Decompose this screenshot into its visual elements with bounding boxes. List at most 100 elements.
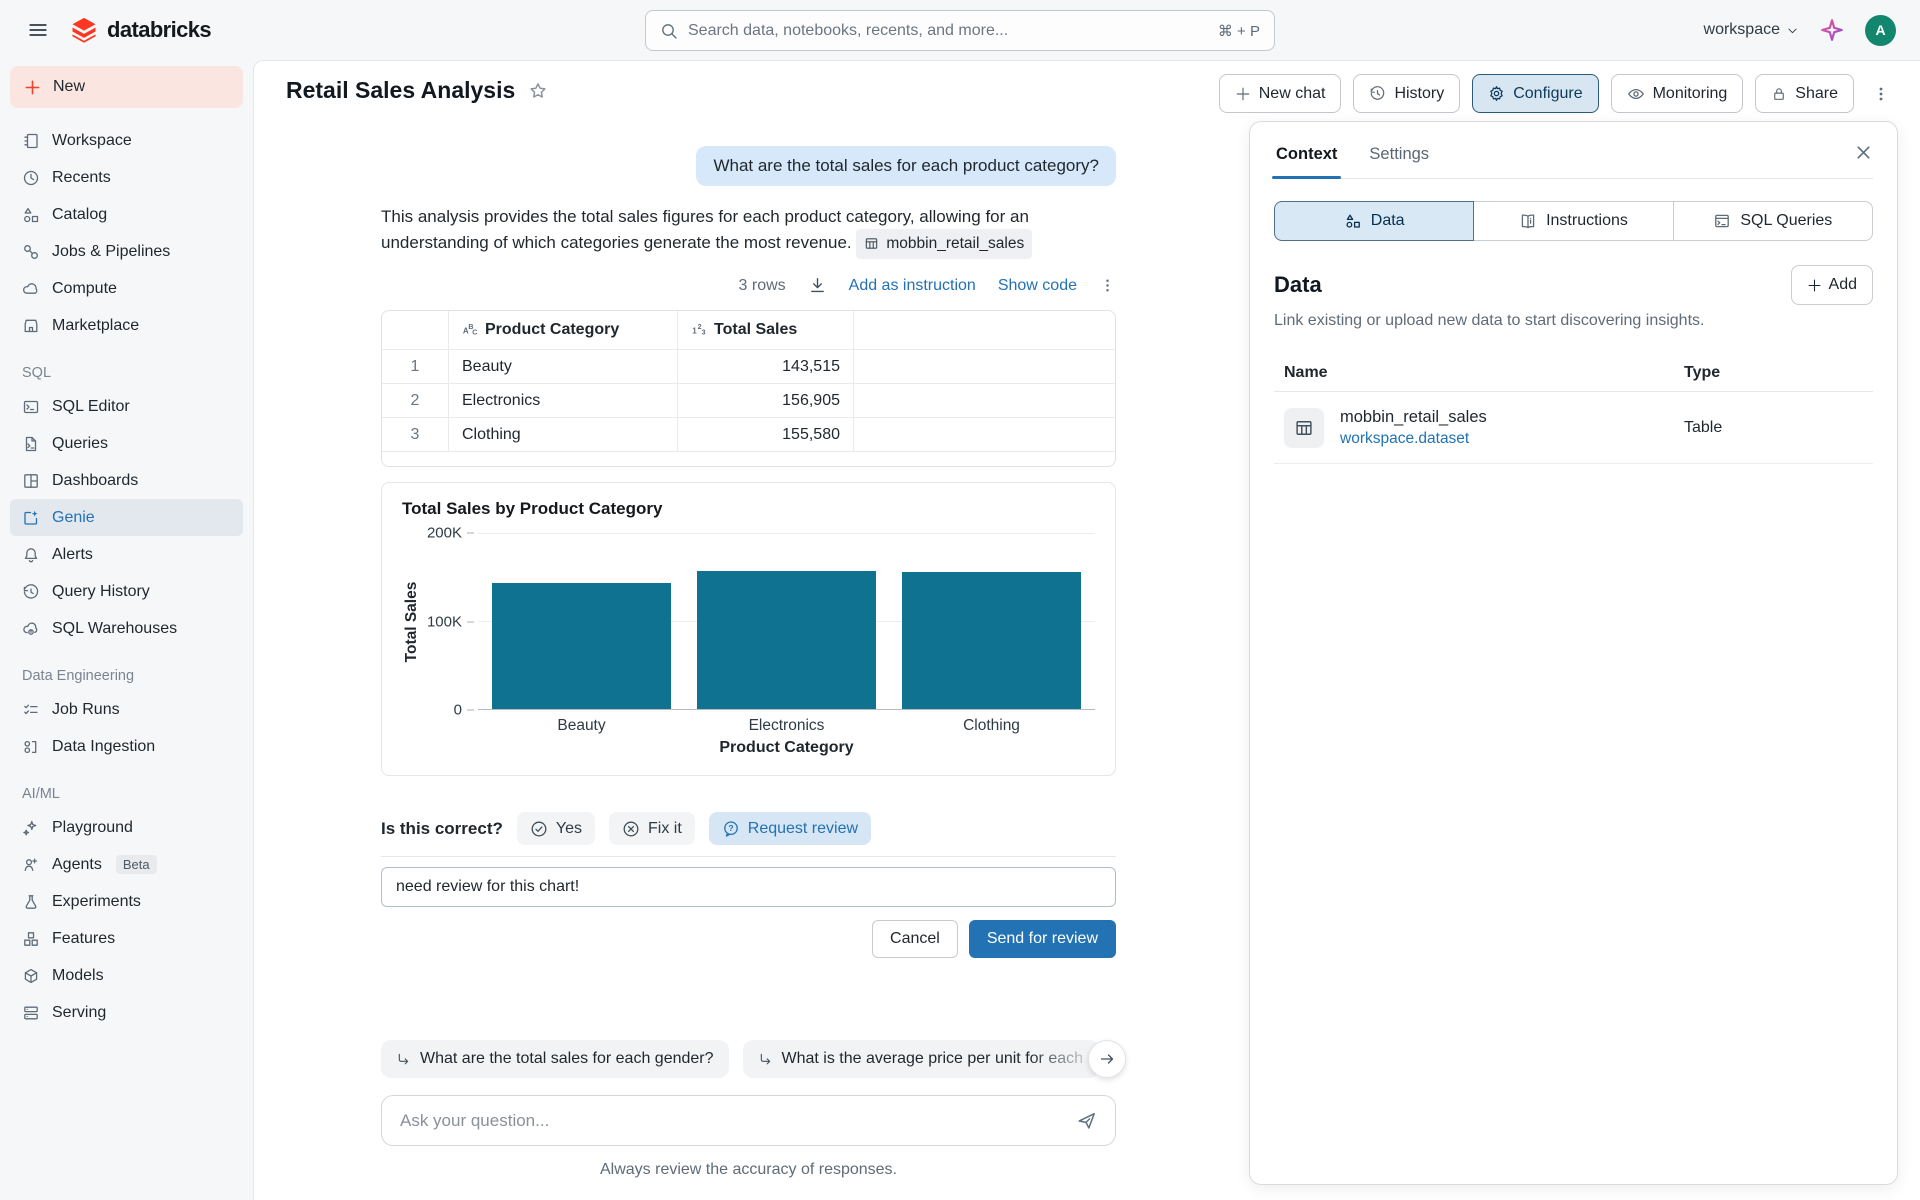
- table-row[interactable]: 3 Clothing 155,580: [382, 418, 1115, 452]
- x-circle-icon: [623, 821, 639, 836]
- suggestion-chip[interactable]: What are the total sales for each gender…: [381, 1040, 729, 1078]
- sidebar-item-queries[interactable]: Queries: [10, 425, 243, 462]
- configure-panel: Context Settings Data Instructions SQL Q: [1249, 121, 1898, 1185]
- monitoring-button[interactable]: Monitoring: [1610, 74, 1744, 113]
- table-icon: [1284, 407, 1324, 448]
- send-for-review-button[interactable]: Send for review: [968, 920, 1116, 958]
- svg-text:C: C: [472, 328, 477, 336]
- databricks-logo-icon: [72, 17, 96, 43]
- context-segmented-control: Data Instructions SQL Queries: [1274, 201, 1873, 241]
- tab-settings[interactable]: Settings: [1369, 145, 1430, 163]
- ask-question-input[interactable]: [400, 1110, 1064, 1131]
- data-table-header: Name Type: [1274, 354, 1873, 392]
- sidebar-item-jobs-pipelines[interactable]: Jobs & Pipelines: [10, 233, 243, 270]
- history-button[interactable]: History: [1353, 74, 1461, 113]
- data-section-title: Data: [1274, 272, 1322, 297]
- sidebar-item-models[interactable]: Models: [10, 957, 243, 994]
- request-review-button[interactable]: ? Request review: [708, 812, 872, 845]
- sidebar-item-sql-warehouses[interactable]: SQL Warehouses: [10, 610, 243, 647]
- sidebar-item-workspace[interactable]: Workspace: [10, 122, 243, 159]
- sidebar-item-data-ingestion[interactable]: Data Ingestion: [10, 728, 243, 765]
- svg-text:1: 1: [692, 327, 697, 336]
- sidebar-item-alerts[interactable]: Alerts: [10, 536, 243, 573]
- search-input[interactable]: [688, 21, 1208, 40]
- table-row[interactable]: 2 Electronics 156,905: [382, 384, 1115, 418]
- question-composer[interactable]: [381, 1095, 1116, 1146]
- result-kebab-icon[interactable]: [1099, 277, 1116, 294]
- bar-electronics[interactable]: [697, 570, 876, 709]
- chevron-down-icon: [1788, 28, 1797, 33]
- sidebar-item-catalog[interactable]: Catalog: [10, 196, 243, 233]
- search-shortcut: ⌘ + P: [1217, 22, 1260, 40]
- result-toolbar: 3 rows Add as instruction Show code: [381, 276, 1116, 295]
- arrow-right-icon: [1100, 1054, 1114, 1064]
- next-suggestions-button[interactable]: [1088, 1040, 1126, 1078]
- send-icon[interactable]: [1076, 1110, 1097, 1131]
- panel-tabs: Context Settings: [1271, 122, 1873, 179]
- dashboards-icon: [24, 473, 38, 488]
- serving-icon: [24, 1006, 38, 1019]
- feedback-prompt: Is this correct?: [381, 818, 503, 838]
- dataset-path-link[interactable]: workspace.dataset: [1340, 429, 1470, 447]
- sidebar-item-recents[interactable]: Recents: [10, 159, 243, 196]
- beta-badge: Beta: [115, 855, 157, 874]
- add-data-button[interactable]: Add: [1790, 265, 1873, 305]
- segment-data[interactable]: Data: [1274, 201, 1475, 241]
- configure-button[interactable]: Configure: [1472, 74, 1599, 113]
- user-avatar[interactable]: A: [1865, 14, 1896, 46]
- plus-icon: [1808, 279, 1820, 291]
- review-comment-input[interactable]: [381, 867, 1116, 907]
- new-chat-button[interactable]: New chat: [1218, 74, 1342, 113]
- sidebar-item-genie[interactable]: Genie: [10, 499, 243, 536]
- sidebar-item-dashboards[interactable]: Dashboards: [10, 462, 243, 499]
- sidebar-item-serving[interactable]: Serving: [10, 994, 243, 1031]
- sidebar-item-sql-editor[interactable]: SQL Editor: [10, 388, 243, 425]
- sidebar-item-marketplace[interactable]: Marketplace: [10, 307, 243, 344]
- new-button[interactable]: New: [10, 66, 243, 108]
- branch-arrow-icon: [398, 1053, 409, 1064]
- yes-button[interactable]: Yes: [516, 812, 595, 845]
- download-icon[interactable]: [808, 276, 827, 295]
- plus-icon: [25, 80, 40, 94]
- segment-instructions[interactable]: Instructions: [1473, 201, 1674, 241]
- bar-clothing[interactable]: [902, 572, 1081, 709]
- more-options-kebab-icon[interactable]: [1866, 81, 1896, 107]
- global-search[interactable]: ⌘ + P: [645, 10, 1275, 51]
- lock-icon: [1774, 87, 1785, 100]
- show-code-link[interactable]: Show code: [997, 276, 1077, 294]
- bar-beauty[interactable]: [492, 582, 671, 709]
- brand-wordmark: databricks: [107, 17, 212, 42]
- add-as-instruction-link[interactable]: Add as instruction: [848, 276, 976, 294]
- sidebar-item-features[interactable]: Features: [10, 920, 243, 957]
- share-button[interactable]: Share: [1755, 74, 1854, 113]
- hamburger-menu-icon[interactable]: [28, 20, 48, 40]
- sidebar-item-agents[interactable]: Agents Beta: [10, 846, 243, 883]
- segment-sql-queries[interactable]: SQL Queries: [1672, 201, 1873, 241]
- plus-icon: [1236, 87, 1250, 100]
- favorite-star-icon[interactable]: [528, 81, 548, 101]
- suggestion-chip[interactable]: What is the average price per unit for e…: [742, 1040, 1099, 1078]
- sql-editor-icon: [23, 400, 39, 413]
- tab-context[interactable]: Context: [1271, 145, 1342, 179]
- chart-y-ticks: 200K 100K 0: [422, 525, 478, 719]
- cancel-button[interactable]: Cancel: [872, 920, 958, 958]
- close-icon[interactable]: [1854, 143, 1873, 162]
- sidebar-item-job-runs[interactable]: Job Runs: [10, 691, 243, 728]
- sidebar-item-playground[interactable]: Playground: [10, 809, 243, 846]
- assistant-sparkle-icon[interactable]: [1819, 17, 1845, 43]
- fix-it-button[interactable]: Fix it: [608, 812, 695, 845]
- data-table-row[interactable]: mobbin_retail_sales workspace.dataset Ta…: [1274, 392, 1873, 464]
- sidebar-item-query-history[interactable]: Query History: [10, 573, 243, 610]
- agent-icon: [24, 858, 38, 871]
- workspace-switcher[interactable]: workspace: [1704, 21, 1799, 39]
- chart-x-tick-labels: Beauty Electronics Clothing: [557, 717, 1020, 734]
- dataset-chip[interactable]: mobbin_retail_sales: [856, 229, 1033, 259]
- sidebar-item-compute[interactable]: Compute: [10, 270, 243, 307]
- search-icon: [662, 23, 677, 39]
- databricks-logo[interactable]: databricks: [70, 16, 212, 44]
- sparkles-icon: [23, 820, 37, 835]
- table-row[interactable]: 1 Beauty 143,515: [382, 350, 1115, 384]
- sidebar-item-experiments[interactable]: Experiments: [10, 883, 243, 920]
